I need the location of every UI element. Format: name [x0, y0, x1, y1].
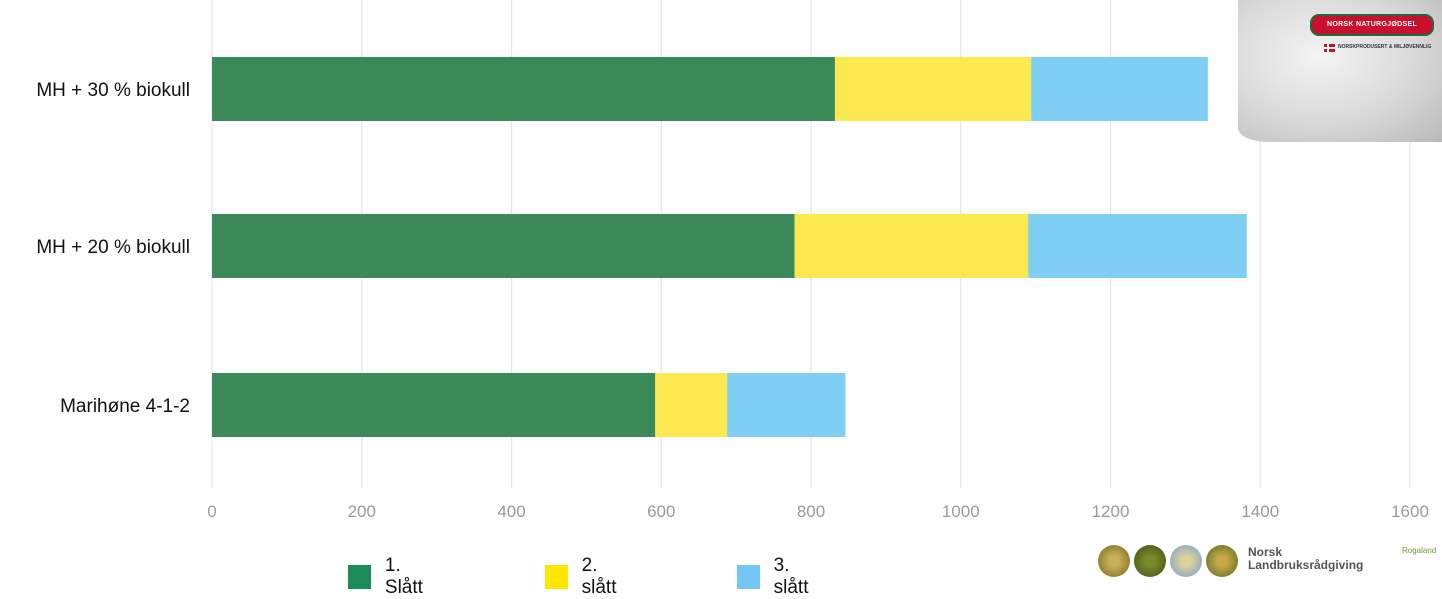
stacked-bar-chart: MH + 30 % biokull MH + 20 % biokull Marihø… — [36, 0, 1429, 521]
logo-name-line1: Norsk — [1248, 545, 1283, 559]
x-tick-label: 600 — [647, 502, 675, 521]
bar-segment — [794, 214, 1029, 278]
x-tick-label: 1000 — [942, 502, 980, 521]
logo-name: Norsk Landbruksrådgiving — [1248, 546, 1363, 572]
logo-circle-icon — [1206, 545, 1238, 577]
bar-segment — [1031, 57, 1208, 121]
bar-segment — [1028, 214, 1247, 278]
logo-name-line2: Landbruksrådgiving — [1248, 558, 1364, 572]
bar-segment — [655, 373, 728, 437]
product-subtext: NORSKPRODUSERT & MILJØVENNLIG — [1338, 44, 1432, 50]
logo-circle-icon — [1098, 545, 1130, 577]
category-labels: MH + 30 % biokull MH + 20 % biokull Marihø… — [36, 80, 190, 417]
x-tick-label: 400 — [497, 502, 525, 521]
legend-swatch — [348, 565, 371, 589]
legend-swatch — [737, 565, 760, 589]
bar-segment — [212, 57, 835, 121]
bar-segment — [212, 214, 795, 278]
legend-swatch — [545, 565, 568, 589]
bar-segment — [727, 373, 846, 437]
legend-item-2-slatt: 2. slått — [545, 555, 624, 599]
x-tick-labels: 0 200 400 600 800 1000 1200 1400 1600 — [207, 502, 1429, 521]
category-label: MH + 20 % biokull — [36, 237, 190, 258]
category-label: Marihøne 4-1-2 — [60, 396, 190, 417]
organization-logo: Norsk Landbruksrådgiving Rogaland — [1098, 543, 1442, 579]
logo-circle-icon — [1134, 545, 1166, 577]
bar-segment — [212, 373, 656, 437]
legend-label: 1. Slått — [384, 555, 423, 598]
x-tick-label: 200 — [348, 502, 376, 521]
logo-region: Rogaland — [1402, 546, 1437, 555]
legend-item-3-slatt: 3. slått — [737, 555, 816, 599]
norway-flag-icon — [1324, 44, 1335, 52]
x-tick-label: 1400 — [1241, 502, 1279, 521]
legend-label: 2. slått — [581, 555, 617, 598]
logo-circle-icon — [1170, 545, 1202, 577]
x-tick-label: 1200 — [1092, 502, 1130, 521]
category-label: MH + 30 % biokull — [36, 80, 190, 101]
product-bag-image: NORSK NATURGJØDSEL NORSKPRODUSERT & MILJ… — [1238, 0, 1442, 142]
product-brand-label: NORSK NATURGJØDSEL — [1310, 14, 1434, 36]
x-tick-label: 800 — [797, 502, 825, 521]
x-tick-label: 1600 — [1391, 502, 1429, 521]
bar-segment — [834, 57, 1032, 121]
x-tick-label: 0 — [207, 502, 216, 521]
bars — [212, 57, 1247, 437]
legend-label: 3. slått — [773, 555, 809, 598]
legend-item-1-slatt: 1. Slått — [348, 555, 430, 599]
